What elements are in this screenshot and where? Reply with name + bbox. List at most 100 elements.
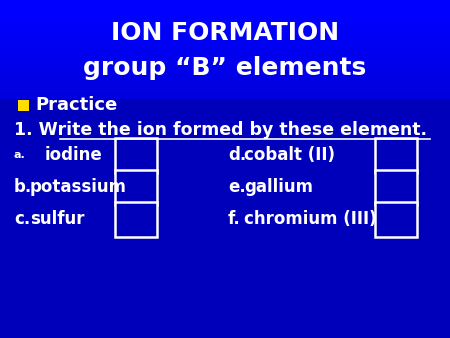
Bar (0, 6, 450, 7)
Bar (0, 26, 450, 27)
Bar (0, 27, 450, 28)
Bar (0, 49, 450, 50)
Bar (0, 98, 450, 99)
Bar (0, 82, 450, 83)
Bar (0, 74, 450, 75)
Text: chromium (III): chromium (III) (244, 210, 377, 228)
Bar (0, 63, 450, 64)
Bar (0, 68, 450, 69)
Bar (0, 65, 450, 66)
Bar (0, 36, 450, 37)
Bar (0, 35, 450, 36)
Bar (0, 39, 450, 40)
Bar (375, 138, 417, 172)
Bar (375, 201, 417, 237)
Bar (0, 3, 450, 4)
Bar (0, 61, 450, 62)
Bar (0, 55, 450, 56)
Text: sulfur: sulfur (30, 210, 85, 228)
Text: group “B” elements: group “B” elements (83, 56, 367, 80)
Bar (0, 48, 450, 49)
Bar (0, 58, 450, 59)
Bar (0, 41, 450, 42)
Bar (375, 169, 417, 204)
Bar (0, 46, 450, 47)
Bar (0, 95, 450, 96)
Bar (0, 31, 450, 32)
Bar (0, 44, 450, 45)
Bar (0, 57, 450, 58)
Bar (0, 89, 450, 90)
Bar (0, 54, 450, 55)
Bar (0, 11, 450, 12)
Bar (0, 4, 450, 5)
Bar (0, 32, 450, 33)
Bar (0, 29, 450, 30)
Bar (0, 24, 450, 25)
Bar (0, 69, 450, 70)
Bar (0, 37, 450, 38)
Text: Practice: Practice (35, 96, 117, 114)
Bar (0, 91, 450, 92)
Text: gallium: gallium (244, 178, 313, 196)
Bar (0, 40, 450, 41)
Bar (0, 59, 450, 60)
Bar (0, 28, 450, 29)
Text: 1. Write the ion formed by these element.: 1. Write the ion formed by these element… (14, 121, 427, 139)
Bar (0, 81, 450, 82)
Text: b.: b. (14, 178, 32, 196)
Bar (0, 67, 450, 68)
Bar (0, 0, 450, 1)
Bar (0, 76, 450, 77)
Bar (0, 87, 450, 88)
Bar (0, 25, 450, 26)
Text: d.: d. (228, 146, 246, 164)
Text: a.: a. (14, 150, 26, 160)
Bar (18, 99, 29, 111)
Bar (0, 97, 450, 98)
Bar (0, 20, 450, 21)
Bar (0, 5, 450, 6)
Text: potassium: potassium (30, 178, 127, 196)
Bar (0, 75, 450, 76)
Bar (0, 77, 450, 78)
Bar (0, 83, 450, 84)
Text: ION FORMATION: ION FORMATION (111, 21, 339, 45)
Bar (0, 30, 450, 31)
Text: cobalt (II): cobalt (II) (244, 146, 335, 164)
Bar (0, 66, 450, 67)
Bar (0, 92, 450, 93)
Bar (0, 22, 450, 23)
Bar (0, 80, 450, 81)
Bar (0, 88, 450, 89)
Bar (0, 42, 450, 43)
Bar (0, 34, 450, 35)
Bar (0, 50, 450, 51)
Bar (0, 96, 450, 97)
Bar (0, 1, 450, 2)
Bar (0, 85, 450, 86)
Bar (0, 64, 450, 65)
Bar (0, 15, 450, 16)
Bar (0, 73, 450, 74)
Text: f.: f. (228, 210, 241, 228)
Bar (0, 94, 450, 95)
Bar (0, 9, 450, 10)
Bar (0, 21, 450, 22)
Bar (0, 12, 450, 13)
Text: c.: c. (14, 210, 30, 228)
Bar (0, 47, 450, 48)
Text: e.: e. (228, 178, 246, 196)
Bar (0, 90, 450, 91)
Bar (0, 19, 450, 20)
Bar (0, 71, 450, 72)
Bar (0, 84, 450, 85)
Bar (0, 33, 450, 34)
Bar (0, 93, 450, 94)
Bar (0, 14, 450, 15)
Bar (115, 138, 157, 172)
Bar (0, 2, 450, 3)
Bar (0, 16, 450, 17)
Bar (0, 72, 450, 73)
Bar (0, 53, 450, 54)
